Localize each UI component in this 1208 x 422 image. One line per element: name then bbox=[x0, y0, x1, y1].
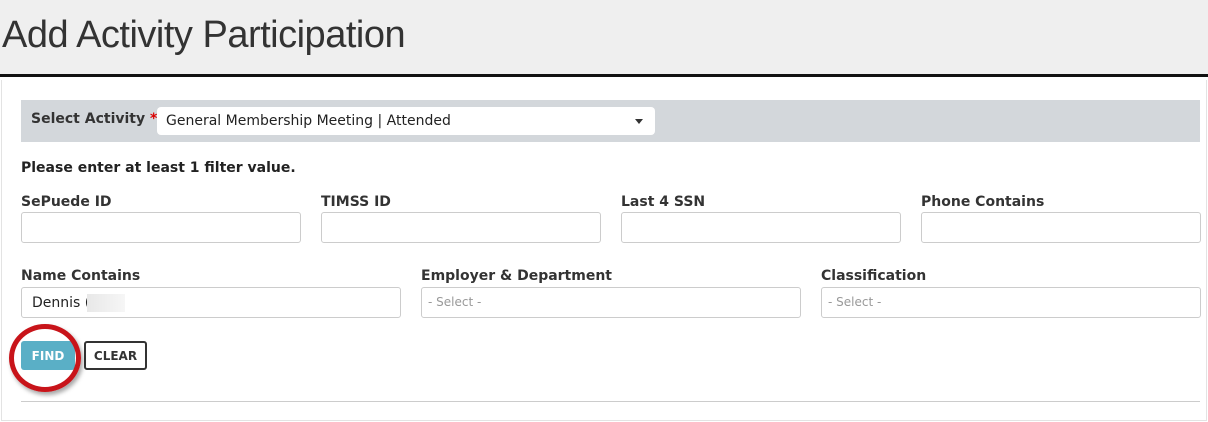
activity-label-text: Select Activity bbox=[31, 111, 146, 127]
last4-ssn-label: Last 4 SSN bbox=[621, 194, 706, 210]
activity-select-value: General Membership Meeting | Attended bbox=[166, 113, 451, 129]
caret-down-icon bbox=[635, 119, 643, 124]
last4-ssn-input[interactable] bbox=[621, 212, 901, 243]
divider bbox=[21, 401, 1200, 402]
timss-id-label: TIMSS ID bbox=[321, 194, 391, 210]
sepuede-id-input[interactable] bbox=[21, 212, 301, 243]
timss-id-input[interactable] bbox=[321, 212, 601, 243]
filter-message: Please enter at least 1 filter value. bbox=[21, 160, 296, 176]
activity-bar: Select Activity * General Membership Mee… bbox=[21, 100, 1200, 142]
classification-label: Classification bbox=[821, 268, 927, 284]
redacted-text bbox=[87, 294, 126, 312]
name-value: Dennis ( bbox=[32, 295, 91, 311]
employer-label: Employer & Department bbox=[421, 268, 612, 284]
phone-contains-input[interactable] bbox=[921, 212, 1201, 243]
form-panel bbox=[1, 80, 1207, 421]
highlight-circle-annotation bbox=[9, 324, 81, 392]
employer-select[interactable]: - Select - bbox=[421, 287, 801, 318]
clear-button[interactable]: CLEAR bbox=[84, 341, 147, 370]
classification-select[interactable]: - Select - bbox=[821, 287, 1201, 318]
activity-select[interactable]: General Membership Meeting | Attended bbox=[157, 107, 655, 135]
name-contains-input[interactable]: Dennis ( bbox=[21, 287, 401, 318]
page-title: Add Activity Participation bbox=[2, 14, 406, 56]
page-header: Add Activity Participation bbox=[0, 0, 1208, 77]
name-contains-label: Name Contains bbox=[21, 268, 141, 284]
activity-label: Select Activity * bbox=[31, 111, 157, 127]
sepuede-id-label: SePuede ID bbox=[21, 194, 112, 210]
phone-contains-label: Phone Contains bbox=[921, 194, 1045, 210]
required-marker: * bbox=[149, 111, 158, 127]
